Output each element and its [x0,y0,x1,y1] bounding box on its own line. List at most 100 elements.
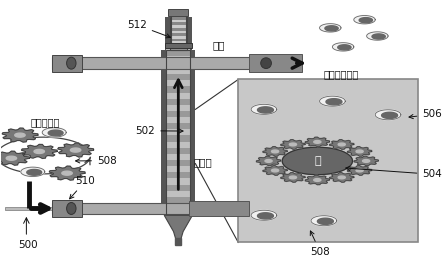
Text: 506: 506 [409,109,442,120]
Polygon shape [354,16,375,24]
Bar [170,37,187,43]
Polygon shape [347,147,372,156]
Bar [170,23,187,30]
Polygon shape [256,156,281,166]
Polygon shape [356,150,363,153]
Bar [238,79,418,242]
Polygon shape [49,166,85,180]
Text: 流化床: 流化床 [193,157,212,167]
Bar [170,43,187,50]
Polygon shape [325,26,338,31]
Bar [166,142,190,148]
Bar [170,14,186,47]
Bar [170,30,187,37]
Bar [166,129,190,135]
Text: 混合的细胞: 混合的细胞 [31,117,60,127]
Polygon shape [263,147,287,156]
Polygon shape [363,159,370,162]
Polygon shape [272,169,279,172]
Bar [166,179,190,185]
Polygon shape [375,110,401,120]
Polygon shape [329,173,354,182]
Bar [170,17,187,50]
Polygon shape [338,143,345,146]
Bar [166,43,190,50]
Polygon shape [251,210,277,220]
Bar [166,191,190,197]
Bar [166,154,190,160]
Bar [175,238,181,245]
Polygon shape [2,128,38,142]
Polygon shape [21,167,45,176]
Polygon shape [27,170,42,175]
Bar [166,68,190,74]
Text: 512: 512 [127,20,170,38]
Polygon shape [71,148,81,152]
Bar [52,200,82,217]
Text: 自由细胞输出: 自由细胞输出 [323,69,359,79]
Bar [166,172,190,179]
Bar [170,10,187,17]
Text: 502: 502 [135,126,183,136]
Polygon shape [320,96,345,106]
Bar [52,55,82,72]
Polygon shape [34,149,44,153]
Text: 500: 500 [18,240,37,250]
Bar [166,105,190,111]
Bar [190,50,195,215]
Text: 506: 506 [0,272,1,273]
Polygon shape [263,166,287,175]
Bar [166,209,190,215]
Bar [166,185,190,191]
Polygon shape [164,215,192,240]
Bar [165,43,191,48]
Polygon shape [338,45,351,50]
Bar [166,148,190,154]
Ellipse shape [261,58,271,69]
Polygon shape [58,143,94,157]
Polygon shape [333,43,354,51]
Polygon shape [281,173,305,182]
Bar [170,14,186,17]
Bar [166,123,190,129]
Bar [166,203,190,209]
Bar [166,80,190,86]
Text: 珠: 珠 [314,156,321,166]
Polygon shape [21,144,57,158]
Bar [166,93,190,99]
Bar [166,197,190,203]
Bar [52,203,249,215]
Polygon shape [314,141,321,143]
Bar [166,111,190,117]
Bar [166,166,190,172]
Bar [170,39,186,41]
Polygon shape [317,218,333,224]
Polygon shape [258,213,274,219]
Bar [166,99,190,105]
Bar [170,17,187,23]
Bar [189,201,249,216]
Polygon shape [42,128,66,137]
Bar [165,17,170,50]
Bar [166,117,190,123]
Text: 510: 510 [70,176,95,199]
Bar [170,44,186,47]
Polygon shape [320,24,341,32]
Polygon shape [329,140,354,149]
Bar [187,17,192,50]
Bar [170,41,186,44]
Bar [166,50,190,215]
Bar [170,22,186,25]
Bar [166,62,190,68]
Bar [170,33,186,36]
Bar [166,56,190,62]
Text: 声场: 声场 [213,40,225,50]
Bar [161,50,166,215]
Polygon shape [311,216,337,226]
Polygon shape [347,166,372,175]
Polygon shape [289,176,297,179]
Polygon shape [305,137,329,147]
Bar [166,74,190,80]
Bar [166,160,190,166]
Polygon shape [367,32,388,40]
